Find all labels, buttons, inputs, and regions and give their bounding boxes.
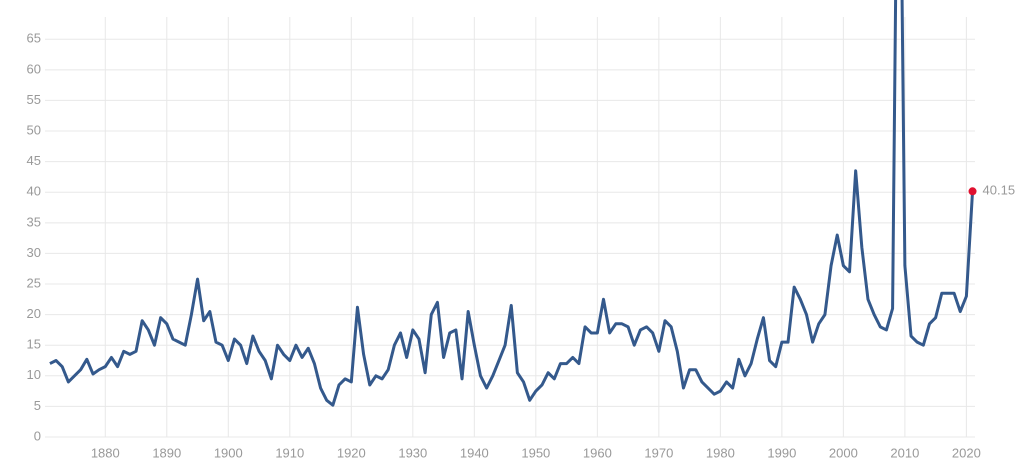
x-tick-label: 1910 <box>275 445 304 460</box>
x-tick-label: 1980 <box>706 445 735 460</box>
y-tick-label: 30 <box>27 245 41 260</box>
x-tick-label: 2000 <box>829 445 858 460</box>
x-tick-label: 1930 <box>398 445 427 460</box>
y-tick-label: 50 <box>27 122 41 137</box>
y-tick-label: 55 <box>27 92 41 107</box>
y-tick-label: 10 <box>27 367 41 382</box>
y-tick-label: 65 <box>27 31 41 46</box>
x-tick-label: 2020 <box>952 445 981 460</box>
y-tick-label: 15 <box>27 337 41 352</box>
y-tick-label: 45 <box>27 153 41 168</box>
last-value-label: 40.15 <box>983 183 1016 198</box>
x-tick-label: 1960 <box>583 445 612 460</box>
y-tick-label: 25 <box>27 275 41 290</box>
y-tick-label: 20 <box>27 306 41 321</box>
last-point <box>968 187 977 196</box>
y-tick-label: 40 <box>27 184 41 199</box>
y-tick-label: 0 <box>34 428 41 443</box>
x-tick-label: 1990 <box>767 445 796 460</box>
x-tick-label: 1920 <box>337 445 366 460</box>
x-tick-label: 1880 <box>91 445 120 460</box>
x-tick-label: 1950 <box>521 445 550 460</box>
x-tick-label: 1940 <box>460 445 489 460</box>
x-tick-label: 1890 <box>152 445 181 460</box>
x-tick-label: 1970 <box>644 445 673 460</box>
y-tick-label: 5 <box>34 398 41 413</box>
x-tick-label: 2010 <box>890 445 919 460</box>
data-line <box>49 0 975 407</box>
y-tick-label: 60 <box>27 61 41 76</box>
y-tick-label: 35 <box>27 214 41 229</box>
plot-area <box>49 0 975 407</box>
x-tick-label: 1900 <box>214 445 243 460</box>
